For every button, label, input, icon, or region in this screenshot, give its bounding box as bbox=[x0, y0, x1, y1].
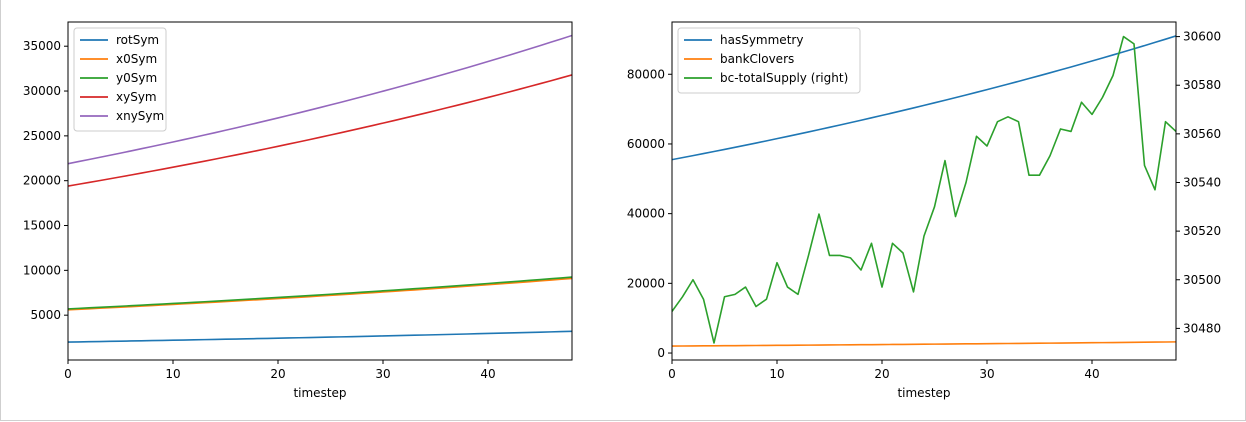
chart2-xtick-label-3: 30 bbox=[979, 367, 994, 381]
chart1-ytick-label-2: 15000 bbox=[23, 219, 61, 233]
chart1-xtick-label-4: 40 bbox=[480, 367, 495, 381]
chart1-ytick-label-5: 30000 bbox=[23, 84, 61, 98]
chart2-legend-label-2: bc-totalSupply (right) bbox=[720, 71, 848, 85]
chart1-series-2-line bbox=[68, 276, 572, 310]
chart2-legend-label-0: hasSymmetry bbox=[720, 33, 803, 47]
chart2-xlabel: timestep bbox=[897, 386, 950, 400]
chart1-series-4-line bbox=[68, 34, 572, 165]
chart2-xtick-label-2: 20 bbox=[874, 367, 889, 381]
chart2-legend-label-1: bankClovers bbox=[720, 52, 794, 66]
chart1-series-0-line bbox=[68, 330, 572, 343]
chart1-ytick-label-1: 10000 bbox=[23, 263, 61, 277]
chart2-y2tick-label-4: 30560 bbox=[1183, 127, 1221, 141]
chart1-xtick-label-2: 20 bbox=[270, 367, 285, 381]
chart1-xlabel: timestep bbox=[293, 386, 346, 400]
chart1-ytick-label-0: 5000 bbox=[30, 308, 61, 322]
chart1-xtick-label-3: 30 bbox=[375, 367, 390, 381]
chart1-ytick-label-6: 35000 bbox=[23, 39, 61, 53]
chart2-series-1-line bbox=[672, 341, 1176, 347]
chart2-y2tick-label-6: 30600 bbox=[1183, 30, 1221, 44]
chart1-xtick-label-1: 10 bbox=[165, 367, 180, 381]
chart1-legend-label-2: y0Sym bbox=[116, 71, 157, 85]
chart1-xtick-label-0: 0 bbox=[64, 367, 72, 381]
chart2-xtick-label-0: 0 bbox=[668, 367, 676, 381]
chart1-series-1-line bbox=[68, 277, 572, 311]
chart2-legend-box bbox=[677, 27, 861, 94]
chart1-series-3-line bbox=[68, 74, 572, 187]
chart1-legend-label-4: xnySym bbox=[116, 109, 164, 123]
chart2-series-0-line bbox=[672, 35, 1176, 161]
chart2-xtick-label-1: 10 bbox=[769, 367, 784, 381]
chart2-y2tick-label-1: 30500 bbox=[1183, 273, 1221, 287]
chart2-ytick-label-2: 40000 bbox=[627, 207, 665, 221]
chart2-xtick-label-4: 40 bbox=[1084, 367, 1099, 381]
chart2-ytick-label-0: 0 bbox=[657, 346, 665, 360]
chart1-legend-label-0: rotSym bbox=[116, 33, 159, 47]
chart2-y2tick-label-3: 30540 bbox=[1183, 175, 1221, 189]
chart2-ytick-label-1: 20000 bbox=[627, 276, 665, 290]
chart2-axes-frame bbox=[671, 21, 1177, 361]
chart1-ytick-label-3: 20000 bbox=[23, 174, 61, 188]
chart1-legend-label-1: x0Sym bbox=[116, 52, 157, 66]
chart1-ytick-label-4: 25000 bbox=[23, 129, 61, 143]
chart2-y2tick-label-2: 30520 bbox=[1183, 224, 1221, 238]
chart1-legend-label-3: xySym bbox=[116, 90, 157, 104]
chart2-series-2-line bbox=[672, 35, 1176, 344]
chart2-ytick-label-4: 80000 bbox=[627, 67, 665, 81]
chart2-ytick-label-3: 60000 bbox=[627, 137, 665, 151]
chart1-legend-box bbox=[73, 27, 167, 132]
chart2-y2tick-label-0: 30480 bbox=[1183, 321, 1221, 335]
chart1-axes-frame bbox=[67, 21, 573, 361]
chart2-y2tick-label-5: 30580 bbox=[1183, 78, 1221, 92]
